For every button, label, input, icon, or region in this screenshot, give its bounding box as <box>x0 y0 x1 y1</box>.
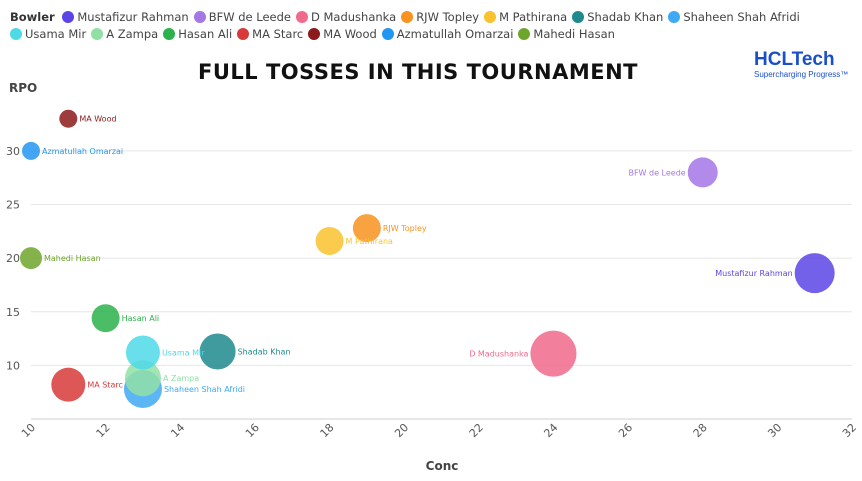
legend-swatch <box>163 28 176 40</box>
point-label: Shaheen Shah Afridi <box>164 385 245 394</box>
x-tick-label: 12 <box>94 421 113 440</box>
point-label: Mahedi Hasan <box>44 254 101 263</box>
y-tick-label: 30 <box>6 145 20 158</box>
point-label: Azmatullah Omarzai <box>42 147 123 156</box>
point-label: MA Starc <box>87 381 123 390</box>
x-tick-label: 14 <box>168 421 187 440</box>
legend-swatch <box>295 11 308 23</box>
y-tick-label: 25 <box>6 199 20 212</box>
x-tick-label: 16 <box>243 421 262 440</box>
legend-label: MA Wood <box>323 27 377 41</box>
legend-swatch <box>668 11 681 23</box>
data-point[interactable] <box>51 367 86 402</box>
x-tick-label: 20 <box>392 421 411 440</box>
x-tick-label: 10 <box>19 421 38 440</box>
legend-item[interactable]: MA Starc <box>237 26 303 43</box>
legend-swatch <box>518 28 531 40</box>
legend-item[interactable]: RJW Topley <box>401 9 479 26</box>
x-tick-label: 24 <box>541 421 560 440</box>
point-label: MA Wood <box>79 115 116 124</box>
legend-item[interactable]: Mustafizur Rahman <box>62 9 189 26</box>
x-tick-label: 18 <box>318 421 337 440</box>
legend-title: Bowler <box>10 10 55 24</box>
data-points <box>20 109 835 408</box>
legend-label: MA Starc <box>252 27 304 41</box>
data-point[interactable] <box>91 304 120 333</box>
legend-swatch <box>237 28 250 40</box>
legend-item[interactable]: Mahedi Hasan <box>518 26 615 43</box>
legend-item[interactable]: Shadab Khan <box>572 9 663 26</box>
grid-lines <box>31 150 852 366</box>
data-point[interactable] <box>199 333 236 370</box>
y-tick-label: 10 <box>6 359 20 372</box>
legend-swatch <box>484 11 497 23</box>
legend-item[interactable]: M Pathirana <box>484 9 567 26</box>
legend-swatch <box>193 11 206 23</box>
point-label: BFW de Leede <box>628 168 685 177</box>
legend-label: Mustafizur Rahman <box>77 10 189 24</box>
legend-label: Azmatullah Omarzai <box>396 27 514 41</box>
data-point[interactable] <box>59 109 78 128</box>
data-point[interactable] <box>687 157 718 188</box>
x-tick-label: 30 <box>765 421 784 440</box>
legend-label: Shadab Khan <box>587 10 664 24</box>
legend-item[interactable]: Azmatullah Omarzai <box>381 26 514 43</box>
point-label: Shadab Khan <box>238 347 291 356</box>
legend-item[interactable]: A Zampa <box>91 26 158 43</box>
legend-swatch <box>91 28 104 40</box>
legend-swatch <box>62 11 75 23</box>
legend-label: Usama Mir <box>25 27 87 41</box>
legend-swatch <box>572 11 585 23</box>
legend-label: RJW Topley <box>416 10 480 24</box>
hcltech-logo: HCLTech Supercharging Progress™ <box>754 49 849 80</box>
legend-label: Shaheen Shah Afridi <box>683 10 800 24</box>
data-point[interactable] <box>125 335 160 370</box>
legend-swatch <box>401 11 414 23</box>
y-axis-title: RPO <box>9 81 37 95</box>
legend-label: A Zampa <box>106 27 159 41</box>
legend-item[interactable]: MA Wood <box>308 26 377 43</box>
legend-item[interactable]: Usama Mir <box>10 26 86 43</box>
point-label: Usama Mir <box>162 349 205 358</box>
x-axis-title: Conc <box>426 459 459 473</box>
point-label: RJW Topley <box>383 224 427 233</box>
x-tick-label: 32 <box>840 421 859 440</box>
y-tick-label: 15 <box>6 306 20 319</box>
legend-swatch <box>381 28 394 40</box>
y-tick-label: 20 <box>6 252 20 265</box>
legend-item[interactable]: BFW de Leede <box>193 9 291 26</box>
legend-item[interactable]: D Madushanka <box>295 9 397 26</box>
data-point[interactable] <box>20 247 42 270</box>
x-tick-label: 28 <box>691 421 710 440</box>
logo-tagline: Supercharging Progress™ <box>754 70 849 79</box>
point-labels: Mustafizur Rahman BFW de Leede D Madushank… <box>42 115 793 394</box>
legend-item[interactable]: Hasan Ali <box>163 26 232 43</box>
legend-label: M Pathirana <box>499 10 568 24</box>
data-point[interactable] <box>22 141 40 160</box>
data-point[interactable] <box>352 214 381 243</box>
logo-name: HCLTech <box>754 49 835 70</box>
point-label: M Pathirana <box>346 237 394 246</box>
data-point[interactable] <box>530 330 577 377</box>
legend: Bowler Mustafizur Rahman BFW de Leede D Ma… <box>10 9 860 43</box>
legend-swatch <box>10 28 22 40</box>
legend-label: BFW de Leede <box>208 10 291 24</box>
legend-swatch <box>308 28 321 40</box>
chart-title: FULL TOSSES IN THIS TOURNAMENT <box>198 60 638 84</box>
x-tick-label: 22 <box>467 421 486 440</box>
legend-label: Mahedi Hasan <box>533 27 615 41</box>
data-point[interactable] <box>315 226 344 255</box>
x-tick-label: 26 <box>616 421 635 440</box>
point-label: Hasan Ali <box>122 314 160 323</box>
point-label: D Madushanka <box>469 350 528 359</box>
point-label: Mustafizur Rahman <box>715 269 792 278</box>
legend-label: Hasan Ali <box>178 27 233 41</box>
data-point[interactable] <box>794 253 835 294</box>
point-label: A Zampa <box>163 374 199 383</box>
legend-label: D Madushanka <box>310 10 397 24</box>
legend-item[interactable]: Shaheen Shah Afridi <box>668 9 800 26</box>
data-point[interactable] <box>124 360 161 397</box>
